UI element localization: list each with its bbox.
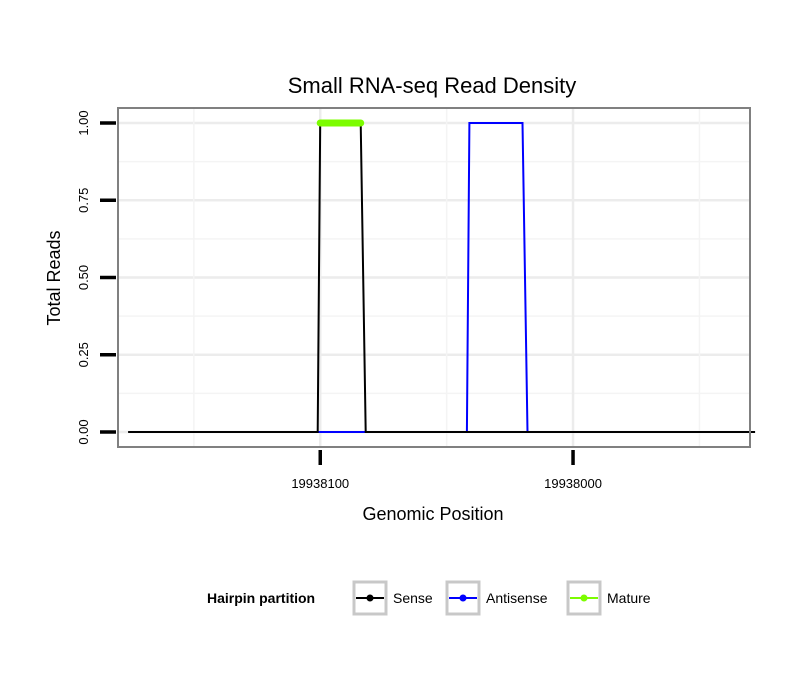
y-axis-ticks: 0.00 0.25 0.50 0.75 1.00 [76,110,116,445]
legend-items: Sense Antisense Mature [352,580,651,616]
x-axis-ticks: 19938100 19938000 [291,450,602,491]
legend-item-antisense: Antisense [445,580,548,616]
legend-label: Sense [393,590,433,606]
x-tick-label: 19938000 [544,476,602,491]
x-axis-title: Genomic Position [362,504,503,524]
legend-key-point [459,594,467,602]
legend-key-point [366,594,374,602]
grid-lines [118,108,750,447]
chart-title: Small RNA-seq Read Density [288,73,577,98]
legend-item-mature: Mature [566,580,651,616]
legend: Hairpin partition Sense Antisense Mature [207,580,651,616]
legend-label: Mature [607,590,651,606]
y-tick-label: 1.00 [76,110,91,135]
y-axis-title: Total Reads [44,230,64,325]
y-tick-label: 0.25 [76,342,91,367]
legend-key-point [580,594,588,602]
legend-title: Hairpin partition [207,590,315,606]
legend-item-sense: Sense [352,580,433,616]
y-tick-label: 0.50 [76,265,91,290]
series-lines [128,119,756,433]
y-tick-label: 0.75 [76,188,91,213]
legend-label: Antisense [486,590,548,606]
y-tick-label: 0.00 [76,419,91,444]
x-tick-label: 19938100 [291,476,349,491]
plot-border [117,107,751,448]
